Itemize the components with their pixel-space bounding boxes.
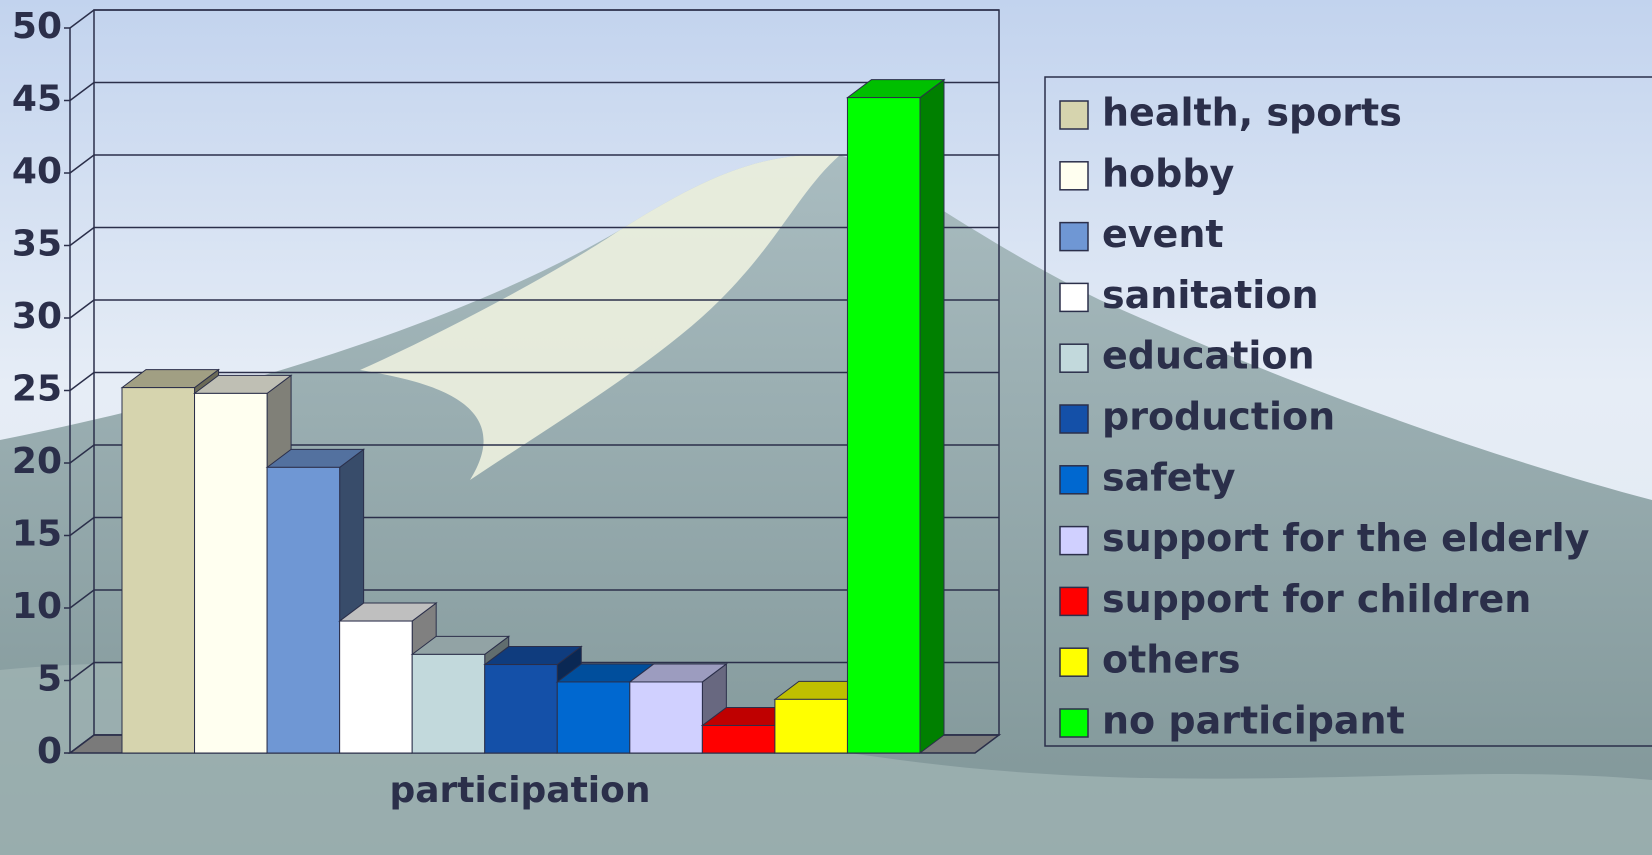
y-tick-label: 10 — [12, 586, 62, 627]
snow-cap — [360, 154, 840, 480]
grid-line — [69, 661, 999, 682]
legend-swatch — [1059, 586, 1089, 617]
legend-label: no participant — [1102, 699, 1405, 743]
bar-side — [919, 78, 945, 754]
bar-front — [194, 392, 268, 754]
y-tick-label: 15 — [12, 514, 62, 555]
bar-front — [629, 681, 703, 754]
legend-swatch — [1059, 282, 1089, 313]
y-tick-label: 45 — [12, 79, 62, 120]
legend-label: event — [1102, 212, 1224, 256]
legend-swatch — [1059, 100, 1089, 130]
bar-front — [339, 620, 413, 754]
legend-label: hobby — [1102, 151, 1235, 195]
y-tick-label: 0 — [37, 731, 62, 772]
y-tick-label: 25 — [12, 369, 62, 410]
y-tick-label: 5 — [37, 659, 62, 700]
legend-box — [1044, 76, 1652, 747]
grid-line — [69, 81, 999, 102]
grid-line — [69, 299, 999, 319]
legend-label: support for the elderly — [1102, 516, 1590, 560]
grid-line — [69, 9, 999, 29]
bar — [628, 662, 728, 754]
grid-line — [69, 516, 999, 537]
legend-swatch — [1059, 343, 1089, 373]
legend-swatch — [1059, 465, 1089, 495]
legend-label: safety — [1102, 455, 1236, 499]
legend-swatch — [1059, 221, 1089, 252]
legend-swatch — [1059, 708, 1089, 738]
legend-label: health, sports — [1102, 91, 1402, 135]
bar-front — [774, 698, 848, 754]
grid-line — [69, 444, 999, 464]
y-tick-label: 30 — [12, 296, 62, 337]
legend: health, sports hobby event sanitation educat… — [1059, 91, 1590, 743]
x-category-label: participation — [389, 770, 650, 811]
legend-label: education — [1102, 334, 1315, 378]
legend-swatch — [1059, 647, 1089, 677]
grid-line — [69, 371, 999, 392]
legend-label: sanitation — [1102, 273, 1319, 317]
y-tick-label: 20 — [12, 441, 62, 482]
y-tick-label: 40 — [12, 151, 62, 192]
bar-front — [411, 653, 486, 754]
plot: 0 5 10 15 20 25 30 35 40 45 50 — [12, 6, 1002, 772]
legend-label: production — [1102, 395, 1335, 439]
bar — [845, 78, 946, 754]
bar-front — [484, 664, 558, 754]
grid-line — [69, 589, 999, 609]
y-tick-label: 50 — [12, 6, 62, 47]
legend-label: others — [1102, 638, 1240, 682]
bar-front — [121, 387, 196, 754]
legend-label: support for children — [1102, 577, 1531, 621]
grid-line — [69, 226, 999, 247]
grid-line — [69, 154, 999, 174]
legend-swatch — [1059, 525, 1089, 556]
bar-front — [266, 466, 341, 754]
legend-swatch — [1059, 404, 1089, 434]
bar-front — [556, 681, 631, 754]
bar-front — [846, 97, 921, 754]
bar-front — [701, 724, 776, 754]
y-tick-label: 35 — [12, 224, 62, 265]
legend-swatch — [1059, 161, 1089, 191]
